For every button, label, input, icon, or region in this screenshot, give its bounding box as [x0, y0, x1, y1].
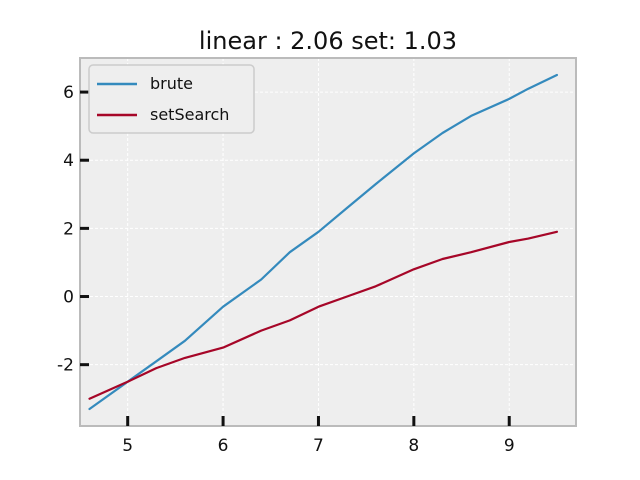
x-tick-label: 8 [408, 436, 419, 456]
x-tick-label: 6 [218, 436, 229, 456]
axis-ticks: 5 6 7 8 9 -2 0 2 4 6 [57, 83, 515, 456]
x-tick-label: 5 [122, 436, 133, 456]
y-tick-label: 0 [63, 288, 74, 308]
x-tick-label: 7 [313, 436, 324, 456]
y-tick-label: 4 [63, 151, 74, 171]
x-tick-label: 9 [504, 436, 515, 456]
y-tick-label: -2 [57, 356, 74, 376]
y-tick-label: 6 [63, 83, 74, 103]
series-line-setsearch [88, 230, 559, 400]
series-line-brute [88, 73, 559, 411]
axes-frame [79, 57, 577, 427]
chart-title: linear : 2.06 set: 1.03 [199, 27, 457, 55]
y-tick-label: 2 [63, 219, 74, 239]
legend-label-brute: brute [150, 74, 193, 93]
series-layer [88, 73, 559, 411]
legend: brute setSearch [88, 64, 255, 134]
legend-label-setsearch: setSearch [150, 105, 229, 124]
